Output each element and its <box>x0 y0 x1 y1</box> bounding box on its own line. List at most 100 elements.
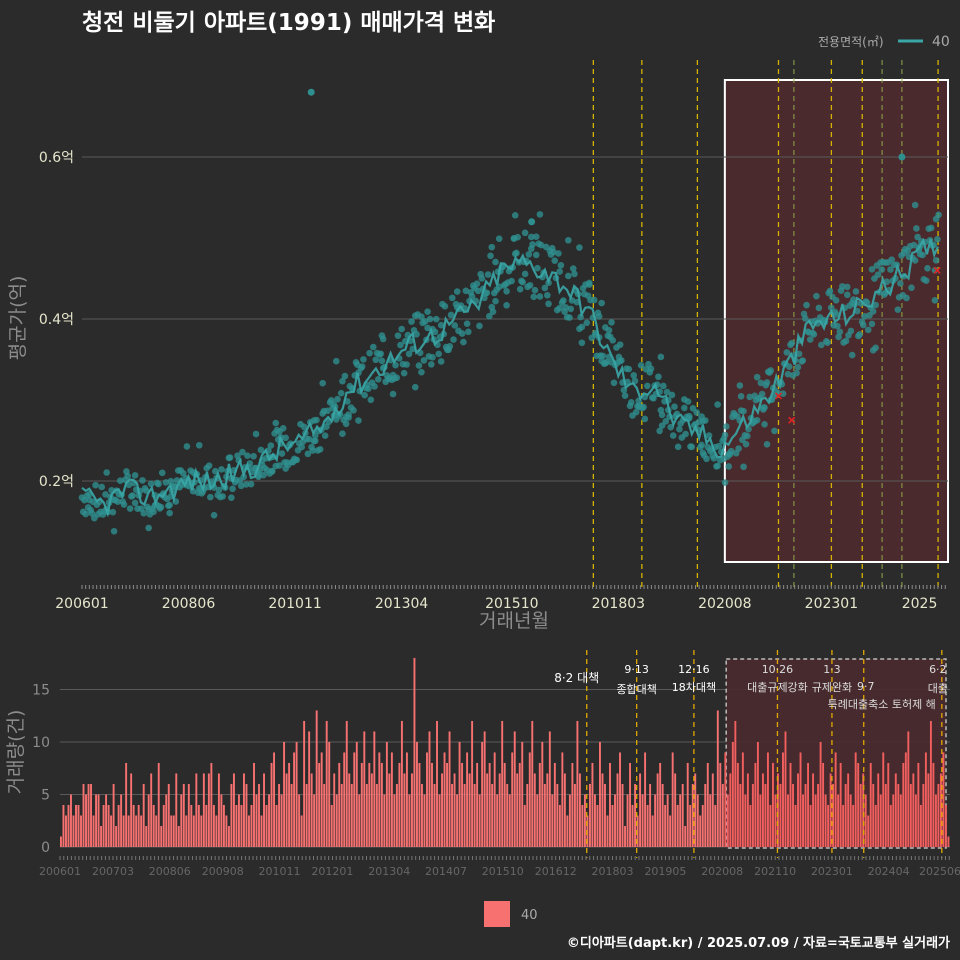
volume-bar <box>944 804 947 847</box>
policy-date: 10·26 <box>762 663 794 676</box>
volume-bar <box>939 773 942 847</box>
footer-credit: ©디아파트(dapt.kr) / 2025.07.09 / 자료=국토교통부 실… <box>567 935 950 951</box>
volume-bar <box>912 773 915 847</box>
price-point <box>714 401 721 408</box>
volume-bar <box>227 825 230 847</box>
price-point <box>839 283 846 290</box>
price-point <box>334 395 341 403</box>
volume-bar <box>328 741 331 847</box>
price-point <box>801 315 809 322</box>
price-point <box>703 455 710 463</box>
price-point <box>450 336 457 343</box>
volume-bar <box>85 794 87 847</box>
y-tick-label-volume: 10 <box>32 735 50 751</box>
price-point <box>437 358 445 365</box>
volume-bar <box>182 783 185 847</box>
volume-bar <box>541 741 544 847</box>
volume-bar <box>689 804 692 847</box>
price-point <box>647 365 655 373</box>
price-point <box>311 437 319 445</box>
price-point <box>378 357 386 365</box>
price-point <box>267 442 275 449</box>
volume-bar <box>889 804 892 847</box>
price-point <box>367 396 375 404</box>
volume-bar <box>423 794 426 847</box>
volume-bar <box>250 804 253 847</box>
volume-bar <box>754 762 757 847</box>
volume-bar <box>80 815 82 847</box>
volume-bar <box>325 720 328 847</box>
price-point <box>753 416 761 424</box>
price-point <box>551 257 559 265</box>
price-point <box>758 390 766 398</box>
x-tick-label-volume: 201905 <box>644 865 686 878</box>
bottom-y-axis-label: 거래량(건) <box>5 710 27 795</box>
price-point <box>740 407 747 415</box>
price-point <box>463 320 471 327</box>
volume-bar <box>546 773 549 847</box>
price-point <box>810 331 818 338</box>
price-point <box>714 462 721 470</box>
price-point <box>207 493 214 501</box>
volume-bar <box>556 783 559 847</box>
volume-bar <box>468 773 471 847</box>
price-point <box>345 414 352 421</box>
volume-bar <box>934 794 937 847</box>
price-point <box>583 319 591 327</box>
volume-bar <box>922 783 925 847</box>
volume-bar <box>458 741 461 847</box>
volume-bar <box>854 752 857 847</box>
volume-bar <box>152 804 155 847</box>
volume-bar <box>110 815 113 847</box>
price-point <box>595 313 603 320</box>
x-tick-label: 201304 <box>375 596 429 612</box>
volume-bar <box>192 815 195 847</box>
x-tick-label-volume: 201510 <box>482 865 524 878</box>
volume-bar <box>714 804 717 847</box>
volume-bar <box>275 804 278 847</box>
volume-bar <box>358 794 361 847</box>
volume-bar <box>466 752 469 847</box>
y-tick-label-volume: 5 <box>41 787 50 803</box>
x-tick-label: 201011 <box>268 596 321 612</box>
price-point <box>702 417 709 424</box>
volume-bar <box>661 783 664 847</box>
volume-bar <box>501 720 504 847</box>
volume-bar <box>403 773 406 847</box>
volume-bar <box>684 825 687 847</box>
volume-bar <box>624 825 626 847</box>
price-point <box>779 390 787 398</box>
volume-bar <box>852 804 855 847</box>
price-point <box>102 491 109 498</box>
price-point <box>556 268 563 275</box>
volume-bar <box>125 762 128 847</box>
price-point <box>688 443 696 451</box>
price-point <box>398 325 405 333</box>
price-point <box>239 448 246 456</box>
price-point <box>313 416 320 424</box>
volume-bar <box>363 731 366 847</box>
y-tick-label-volume: 15 <box>32 682 50 698</box>
price-point <box>860 321 867 329</box>
volume-bar <box>834 752 837 847</box>
price-point <box>910 241 918 249</box>
volume-bar <box>929 720 932 847</box>
volume-bar <box>917 762 920 847</box>
price-point <box>451 322 459 329</box>
price-point <box>453 288 461 295</box>
volume-bar <box>774 794 777 847</box>
x-tick-label-volume: 201612 <box>535 865 577 878</box>
volume-bar <box>503 762 506 847</box>
volume-bar <box>486 773 489 847</box>
price-point <box>92 481 99 489</box>
volume-bar <box>719 762 722 847</box>
volume-bar <box>117 804 120 847</box>
price-point <box>868 320 876 328</box>
volume-bar <box>150 773 153 847</box>
price-point <box>432 315 440 323</box>
volume-bar <box>611 804 614 847</box>
volume-bar <box>370 773 373 847</box>
price-point <box>252 430 260 438</box>
x-tick-label: 2025 <box>902 596 938 612</box>
price-point <box>637 362 645 369</box>
